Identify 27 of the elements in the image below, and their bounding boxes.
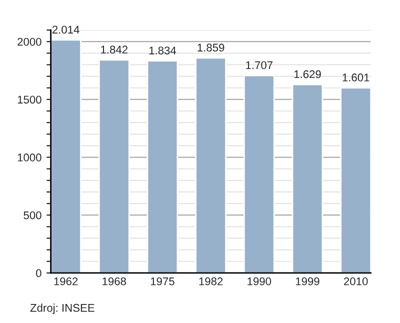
data-label: 1.601 (342, 74, 370, 82)
x-tick-label: 1990 (248, 277, 272, 286)
y-tick-label: 0 (36, 269, 42, 278)
x-tick-label: 2010 (344, 277, 368, 286)
x-tick-label: 1968 (102, 277, 126, 286)
x-tick-label: 1982 (199, 277, 223, 286)
data-label: 1.629 (294, 70, 321, 78)
data-label: 1.707 (246, 61, 272, 70)
bar (243, 74, 275, 273)
bar (340, 87, 371, 273)
bar (292, 84, 324, 273)
data-label: 1.859 (198, 44, 224, 52)
y-tick-label: 2000 (18, 38, 42, 46)
bar (195, 57, 226, 273)
bar (98, 59, 130, 273)
data-label: 1.834 (149, 46, 176, 54)
x-tick-label: 1999 (296, 277, 320, 286)
data-label: 1.842 (101, 46, 128, 54)
data-label: 2.014 (52, 26, 80, 34)
y-tick-label: 1500 (18, 96, 42, 104)
y-tick-label: 1000 (18, 154, 42, 162)
text: Zdroj: INSEE (30, 304, 94, 314)
x-tick-label: 1962 (54, 277, 78, 286)
bar (50, 39, 82, 273)
bar (146, 60, 178, 273)
x-tick-label: 1975 (150, 277, 174, 286)
y-tick-label: 500 (24, 211, 42, 220)
